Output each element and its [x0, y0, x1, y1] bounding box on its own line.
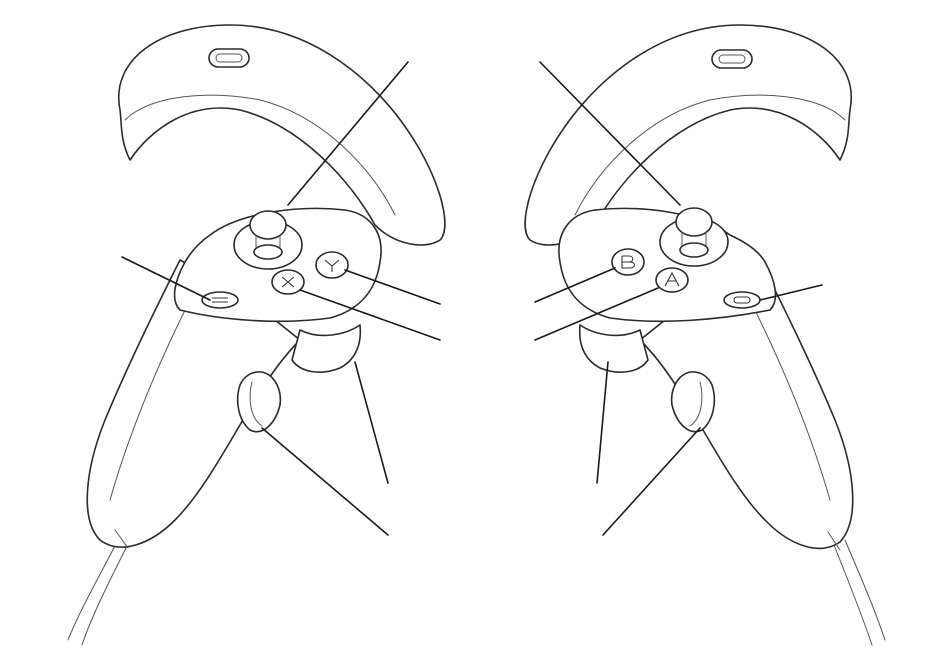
left-leader-lines — [121, 61, 441, 536]
leader-right-thumbstick — [539, 61, 681, 206]
leader-right-trigger — [596, 361, 609, 484]
leader-right-oculus — [759, 284, 823, 301]
x-glyph-icon — [281, 276, 295, 288]
right-ring-sensor-icon — [711, 49, 753, 69]
left-controller — [67, 24, 446, 646]
leader-right-b — [534, 267, 616, 303]
leader-left-trigger — [354, 361, 389, 484]
left-ring-sensor-icon — [208, 48, 250, 68]
menu-glyph-icon — [212, 297, 228, 303]
oculus-glyph-icon — [733, 296, 751, 304]
right-trigger — [578, 324, 649, 373]
right-a-button[interactable] — [655, 267, 689, 293]
left-tracking-ring — [117, 24, 446, 246]
leader-left-thumbstick — [287, 61, 409, 206]
right-tracking-ring — [524, 24, 853, 246]
left-menu-button[interactable] — [201, 291, 239, 309]
leader-right-grip — [602, 427, 701, 536]
left-grip-button[interactable] — [236, 371, 282, 433]
left-y-button[interactable] — [315, 251, 349, 279]
left-thumbstick[interactable] — [249, 210, 287, 240]
b-glyph-icon — [621, 255, 636, 269]
leader-left-grip — [261, 427, 389, 536]
right-grip-button[interactable] — [670, 371, 716, 433]
leader-right-a — [534, 287, 659, 341]
right-controller — [524, 24, 886, 646]
leader-left-x — [299, 289, 441, 341]
right-leader-lines — [534, 61, 823, 536]
leader-left-y — [344, 269, 441, 305]
leader-left-menu — [121, 256, 211, 301]
right-thumbstick[interactable] — [675, 207, 713, 237]
right-cable — [844, 539, 886, 641]
y-glyph-icon — [324, 259, 340, 272]
left-cable — [67, 539, 119, 641]
a-glyph-icon — [664, 271, 680, 287]
left-trigger — [291, 324, 362, 373]
right-oculus-button[interactable] — [723, 291, 761, 309]
